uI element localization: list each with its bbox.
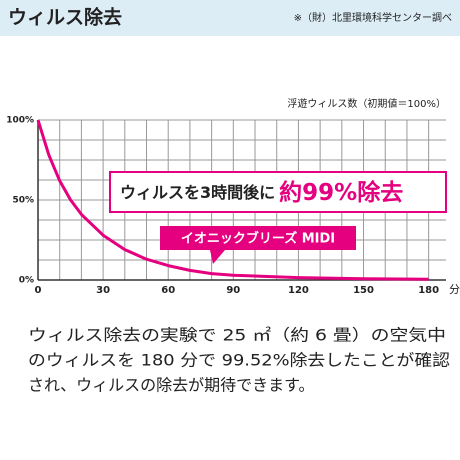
series-label: イオニックブリーズ MIDI	[181, 231, 335, 247]
header-bar	[0, 0, 460, 36]
chart-title: 浮遊ウィルス数（初期値＝100%）	[287, 97, 446, 110]
header-title: ウィルス除去	[8, 6, 122, 29]
x-unit: 分	[449, 283, 460, 296]
x-tick-label: 30	[96, 285, 110, 296]
y-tick-label: 0%	[19, 276, 34, 286]
x-tick-label: 60	[161, 285, 175, 296]
x-tick-label: 150	[353, 285, 374, 296]
y-tick-label: 100%	[6, 116, 34, 126]
x-tick-label: 0	[35, 285, 42, 296]
x-tick-label: 90	[226, 285, 240, 296]
callout-text: ウィルスを3時間後に	[120, 183, 275, 202]
callout-highlight: 約99%除去	[279, 179, 403, 206]
series-label-box	[160, 226, 356, 264]
description-line: ウィルス除去の実験で 25 ㎡（約 6 畳）の空気中	[28, 326, 446, 345]
y-tick-label: 50%	[12, 196, 34, 206]
header-note: ※（財）北里環境科学センター調べ	[294, 11, 452, 24]
callout: ウィルスを3時間後に 約99%除去	[120, 179, 403, 206]
x-tick-label: 120	[288, 285, 309, 296]
callout-box	[109, 171, 447, 213]
line	[36, 119, 429, 281]
x-tick-label: 180	[418, 285, 439, 296]
description-line: のウィルスを 180 分で 99.52%除去したことが確認	[28, 351, 450, 370]
description-line: され、ウィルスの除去が期待できます。	[28, 376, 315, 395]
